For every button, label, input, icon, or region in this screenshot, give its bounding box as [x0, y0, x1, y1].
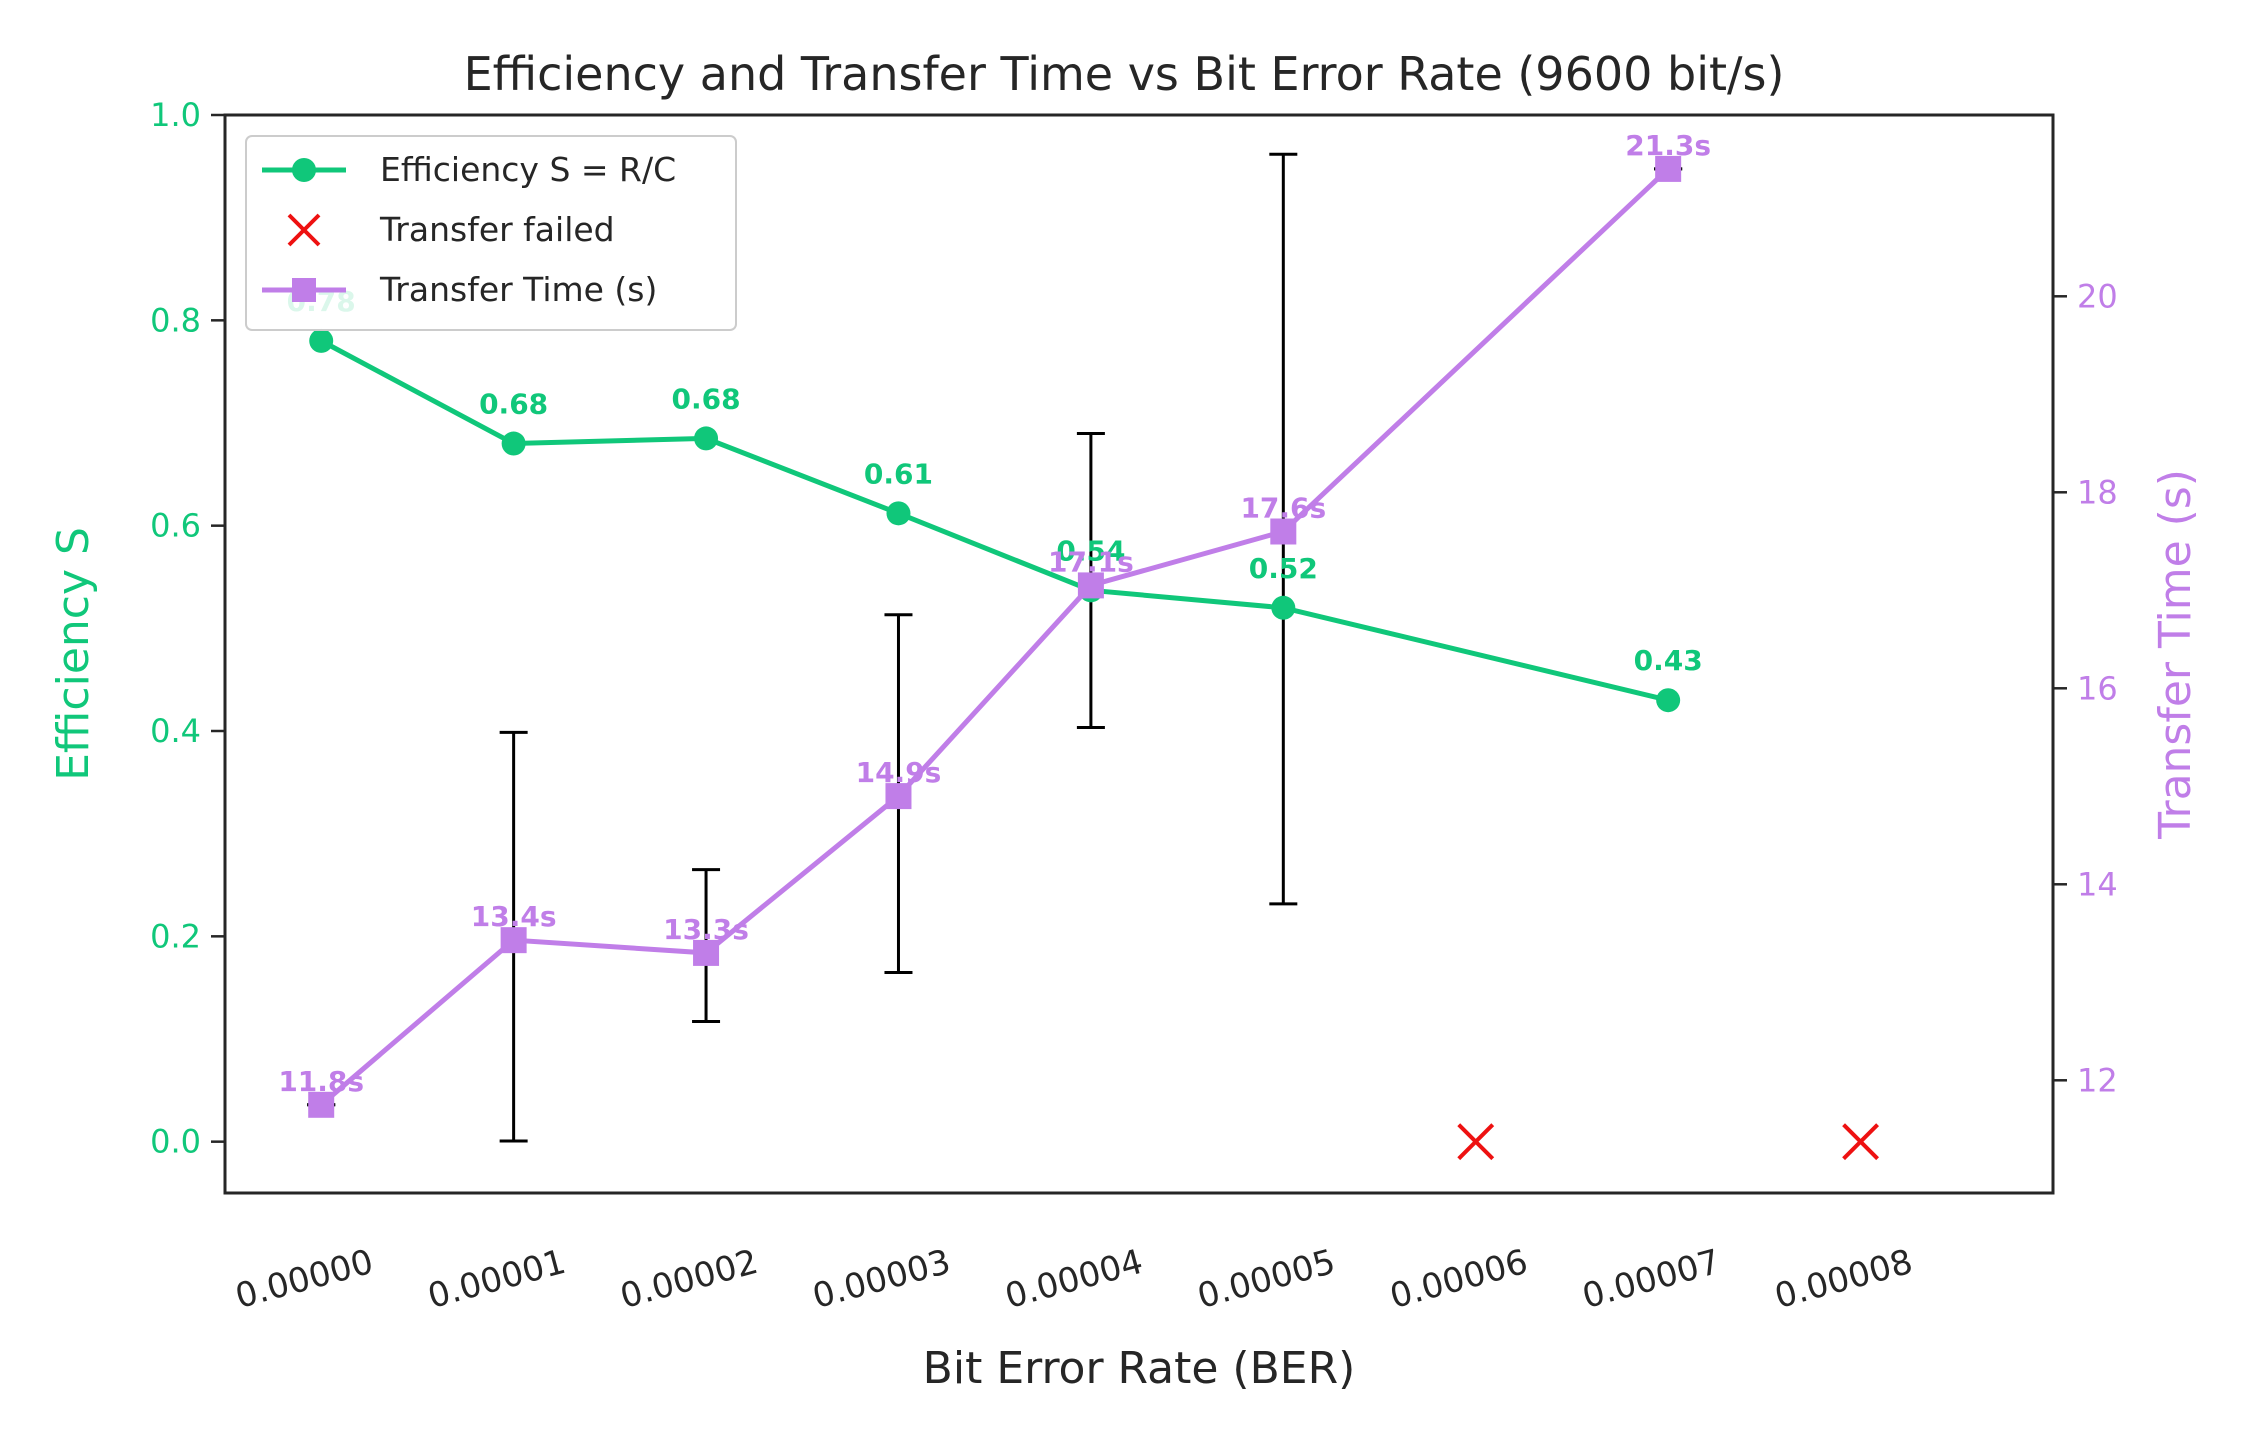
- legend-efficiency-marker: [292, 158, 316, 182]
- right-y-tick-label: 14: [2077, 865, 2118, 903]
- efficiency-point: [694, 426, 719, 451]
- x-tick-label: 0.00008: [1771, 1242, 1917, 1317]
- efficiency-data-label: 0.68: [672, 382, 741, 415]
- transfer-time-data-label: 17.1s: [1048, 545, 1134, 578]
- failed-x-stroke: [1842, 1123, 1879, 1161]
- efficiency-point: [501, 431, 526, 456]
- transfer-time-point: [1655, 155, 1682, 182]
- x-tick-label: 0.00005: [1193, 1242, 1339, 1317]
- efficiency-point: [886, 501, 911, 526]
- x-tick-label: 0.00007: [1578, 1242, 1724, 1317]
- left-y-tick-label: 1.0: [150, 96, 201, 134]
- efficiency-data-label: 0.54: [1056, 534, 1125, 567]
- transfer-time-data-label: 11.8s: [278, 1065, 364, 1098]
- x-tick-label: 0.00003: [809, 1242, 955, 1317]
- left-y-axis: 0.0 0.2 0.4 0.6 0.8 1.0: [150, 96, 225, 1161]
- x-tick-label: 0.00002: [616, 1242, 762, 1317]
- efficiency-data-label: 0.52: [1249, 552, 1318, 585]
- right-y-tick-label: 12: [2077, 1061, 2118, 1099]
- left-y-tick-label: 0.2: [150, 917, 201, 955]
- legend-efficiency-label: Efficiency S = R/C: [380, 150, 676, 189]
- left-y-tick-label: 0.0: [150, 1123, 201, 1161]
- efficiency-point: [1656, 688, 1681, 713]
- plot-frame: [223, 113, 2055, 1195]
- right-y-tick-label: 18: [2077, 473, 2118, 511]
- efficiency-data-label: 0.61: [864, 457, 933, 490]
- legend-transfer-time-label: Transfer Time (s): [379, 270, 657, 309]
- x-tick-label: 0.00004: [1001, 1242, 1147, 1317]
- right-y-axis: 12 14 16 18 20: [2053, 277, 2118, 1099]
- legend-failed-label: Transfer failed: [379, 210, 615, 249]
- x-tick-label: 0.00001: [424, 1242, 570, 1317]
- legend-box: [245, 135, 737, 331]
- right-y-tick-label: 20: [2077, 277, 2118, 315]
- left-y-tick-label: 0.8: [150, 301, 201, 339]
- right-y-axis-label: Transfer Time (s): [2150, 469, 2201, 840]
- transfer-time-point: [1077, 572, 1104, 599]
- left-y-tick-label: 0.6: [150, 507, 201, 545]
- transfer-time-data-label: 14.9s: [856, 756, 942, 789]
- plot-series: 0.780.680.680.610.540.520.4311.8s13.4s13…: [278, 129, 1879, 1161]
- right-y-tick-label: 16: [2077, 669, 2118, 707]
- chart-title: Efficiency and Transfer Time vs Bit Erro…: [464, 47, 1785, 101]
- transfer-time-data-label: 13.3s: [663, 913, 749, 946]
- transfer-time-data-label: 13.4s: [471, 900, 557, 933]
- x-tick-label: 0.00006: [1386, 1242, 1532, 1317]
- x-axis: 0.00000 0.00001 0.00002 0.00003 0.00004 0.000…: [231, 1242, 1917, 1317]
- transfer-time-point: [693, 939, 720, 966]
- x-tick-label: 0.00000: [231, 1242, 377, 1317]
- x-axis-label: Bit Error Rate (BER): [923, 1343, 1356, 1394]
- transfer-time-data-label: 21.3s: [1625, 129, 1711, 162]
- legend: Efficiency S = R/C Transfer failed Transfe…: [245, 135, 737, 331]
- efficiency-data-label: 0.43: [1634, 644, 1703, 677]
- efficiency-data-label: 0.68: [479, 388, 548, 421]
- left-y-axis-label: Efficiency S: [48, 527, 99, 781]
- transfer-time-data-label: 17.6s: [1240, 492, 1326, 525]
- efficiency-point: [1271, 595, 1296, 620]
- transfer-time-point: [885, 783, 912, 810]
- efficiency-point: [309, 328, 334, 353]
- legend-transfer-time-marker: [292, 278, 316, 302]
- left-y-tick-label: 0.4: [150, 712, 201, 750]
- transfer-time-point: [308, 1091, 335, 1118]
- failed-x-stroke: [1457, 1123, 1495, 1161]
- transfer-time-point: [1270, 518, 1297, 545]
- failed-transfer-marker: [1457, 1123, 1495, 1161]
- failed-transfer-marker: [1842, 1123, 1879, 1161]
- legend-failed-marker: [287, 213, 321, 247]
- transfer-time-point: [500, 927, 527, 954]
